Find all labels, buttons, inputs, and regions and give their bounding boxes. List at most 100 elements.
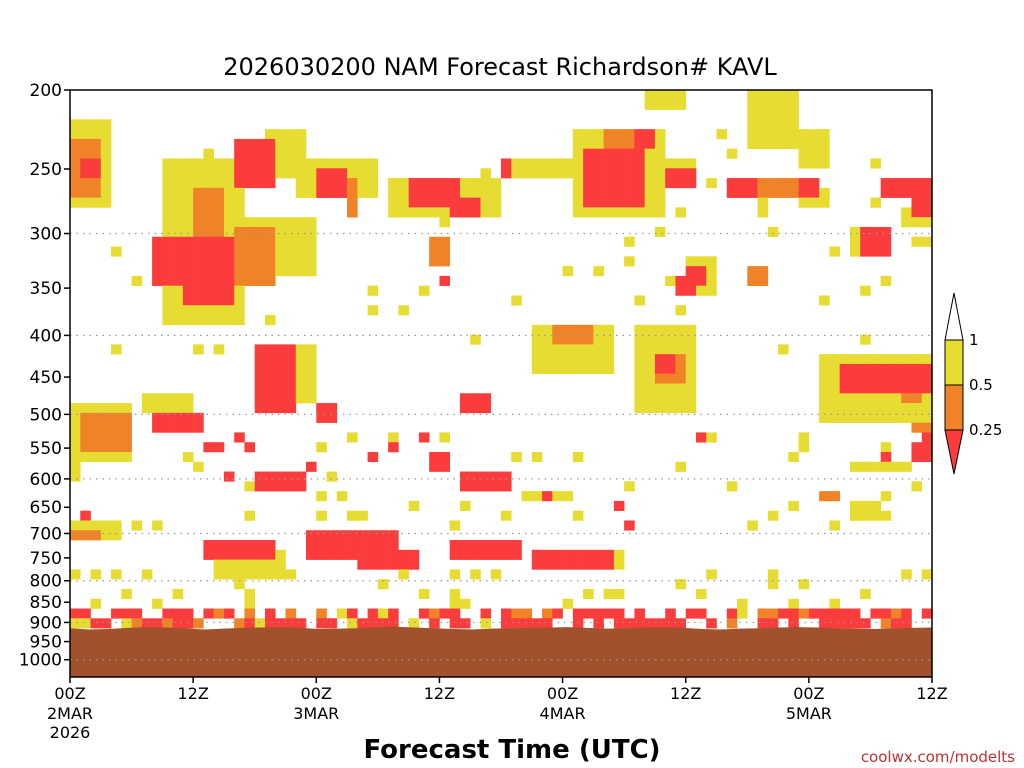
ri-cell [860, 393, 871, 423]
ri-cell [511, 540, 522, 560]
ri-cell [593, 266, 604, 277]
ri-cell [870, 197, 881, 208]
ri-cell [531, 618, 543, 629]
legend-level-label: 1 [969, 331, 979, 349]
ri-cell [706, 569, 717, 580]
y-tick-label: 550 [30, 439, 62, 459]
ri-cell [408, 549, 420, 570]
ri-cell [911, 363, 923, 394]
ri-cell [675, 305, 687, 316]
ri-cell [111, 451, 122, 463]
ri-cell [624, 520, 635, 531]
ri-cell [203, 442, 214, 453]
y-tick-label: 200 [30, 81, 62, 101]
ri-cell [377, 618, 389, 629]
ri-cell [819, 295, 830, 306]
ri-cell [695, 266, 707, 286]
ri-cell [80, 618, 91, 629]
ri-cell [901, 461, 912, 472]
ri-cell [583, 324, 594, 345]
ri-cell [880, 226, 892, 257]
ri-cell [193, 305, 204, 326]
ri-cell [665, 275, 676, 286]
ri-cell [665, 158, 676, 169]
ri-cell [347, 158, 358, 179]
ri-cell [347, 510, 358, 521]
ri-cell [213, 236, 225, 306]
ri-cell [316, 618, 327, 629]
ri-cell [131, 520, 143, 531]
ri-cell [275, 618, 286, 629]
ri-cell [244, 138, 256, 189]
ri-cell [264, 344, 276, 414]
ri-cell [624, 481, 635, 492]
ri-cell [531, 451, 543, 463]
ri-cell [459, 618, 471, 629]
ri-cell [316, 491, 327, 502]
ri-cell [849, 226, 861, 257]
ri-cell [264, 217, 276, 228]
x-tick-label: 00Z [54, 684, 85, 703]
ri-cell [860, 354, 871, 365]
ri-cell [203, 148, 214, 189]
ri-cell [603, 549, 615, 570]
ri-cell [901, 178, 912, 198]
ri-cell [860, 285, 871, 296]
ri-cell [244, 618, 256, 629]
ri-cell [911, 236, 923, 247]
ri-cell [439, 207, 450, 228]
ri-cell [603, 608, 615, 619]
ri-cell [921, 422, 933, 433]
ri-cell [326, 471, 338, 482]
ri-cell [644, 618, 656, 629]
ri-cell [675, 461, 687, 472]
ri-cell [90, 569, 102, 580]
ri-cell [911, 393, 923, 404]
ri-cell [767, 510, 779, 521]
ri-cell [685, 324, 697, 414]
ri-cell [819, 187, 830, 208]
ri-cell [234, 540, 245, 560]
ri-cell [480, 393, 492, 414]
ri-cell [326, 618, 338, 629]
ri-cell [275, 471, 286, 492]
ri-cell [603, 129, 615, 149]
ri-cell [695, 432, 707, 443]
ri-cell [880, 608, 892, 619]
grid-layer [70, 232, 932, 661]
ri-cell [285, 344, 297, 414]
ri-cell [490, 569, 502, 580]
ri-cell [70, 618, 81, 629]
ri-cell [593, 324, 604, 375]
ri-cell [295, 618, 307, 629]
ri-cell [80, 412, 91, 453]
ri-cell [880, 363, 892, 394]
ri-cell [357, 510, 368, 521]
y-tick-label: 450 [30, 368, 62, 388]
ri-cell [675, 324, 687, 355]
ri-cell [80, 197, 91, 208]
ri-cell [593, 148, 604, 208]
ri-cell [860, 363, 871, 394]
ri-cell [880, 618, 892, 629]
ri-cell [654, 90, 666, 110]
ri-cell [798, 432, 810, 453]
ri-cell [111, 246, 122, 257]
ri-cell [767, 608, 779, 619]
ri-cell [418, 608, 430, 619]
ri-cell [326, 168, 338, 198]
ri-cell [726, 481, 738, 492]
ri-cell [654, 324, 666, 355]
ri-cell [357, 158, 368, 198]
ri-cell [70, 608, 81, 619]
ri-cell [429, 178, 440, 208]
ri-cell [449, 588, 461, 609]
ri-cell [316, 608, 327, 619]
ri-cell [819, 354, 830, 423]
ri-cell [921, 432, 933, 463]
ri-cell [100, 520, 112, 541]
ri-cell [788, 598, 799, 609]
ri-cell [100, 119, 112, 208]
ri-cell [193, 158, 204, 189]
